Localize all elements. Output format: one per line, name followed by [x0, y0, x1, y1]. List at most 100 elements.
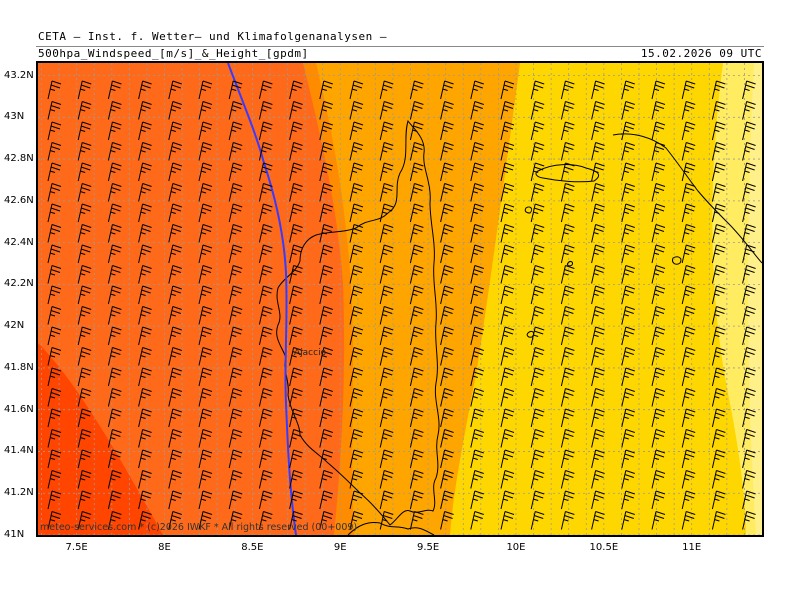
wind-barb [591, 162, 605, 182]
wind-barbs-layer [47, 80, 756, 530]
wind-barb [409, 224, 424, 243]
wind-barb [258, 80, 273, 100]
elba-island [535, 164, 600, 183]
wind-barb [621, 101, 635, 120]
wind-barb [591, 101, 605, 120]
wind-barb [500, 101, 515, 120]
wind-barb [379, 367, 394, 387]
wind-barb [319, 285, 333, 305]
wind-barb [107, 162, 122, 182]
wind-barb [47, 490, 62, 510]
wind-barb [107, 429, 122, 448]
wind-barb [560, 388, 575, 407]
latitude-tick-label: 42.4N [4, 236, 34, 248]
wind-barb [500, 80, 515, 100]
wind-barb [621, 244, 635, 264]
wind-barb [500, 265, 515, 284]
wind-barb [379, 408, 394, 428]
wind-barb [138, 388, 152, 407]
wind-barb [319, 470, 333, 489]
wind-barb [319, 142, 333, 161]
wind-barb [258, 408, 273, 428]
wind-barb [319, 429, 333, 448]
wind-barb [742, 347, 756, 366]
small-island-1 [524, 206, 533, 214]
wind-barb [107, 490, 122, 510]
wind-barb [621, 306, 635, 325]
wind-barb [651, 470, 666, 489]
wind-barb [409, 388, 424, 407]
wind-barb [530, 326, 545, 346]
wind-barb [591, 429, 605, 448]
wind-barb [168, 347, 182, 366]
wind-barb [379, 326, 394, 346]
wind-barb [530, 101, 545, 120]
wind-barb [379, 162, 394, 182]
wind-barb [560, 183, 575, 202]
wind-barb [258, 244, 273, 264]
wind-barb [470, 183, 484, 202]
wind-barb [409, 470, 424, 489]
wind-barb [560, 101, 575, 120]
wind-barb [470, 285, 484, 305]
map-frame[interactable]: Ajaccio meteo-services.com * (c)2026 IWK… [36, 61, 764, 537]
wind-barb [621, 121, 635, 141]
wind-barb [440, 80, 454, 100]
wind-barb [168, 142, 182, 161]
chart-title: CETA – Inst. f. Wetter– und Klimafolgena… [38, 30, 388, 43]
wind-barb [107, 80, 122, 100]
wind-barb [168, 183, 182, 202]
wind-barb [500, 162, 515, 182]
wind-barb [651, 388, 666, 407]
wind-barb [289, 203, 303, 223]
wind-barb [651, 80, 666, 100]
wind-barb [742, 121, 756, 141]
wind-barb [681, 285, 696, 305]
wind-barb [168, 80, 182, 100]
wind-barb [349, 80, 364, 100]
wind-barb [742, 244, 756, 264]
wind-barb [621, 142, 635, 161]
wind-barb [500, 367, 515, 387]
wind-barb [228, 142, 243, 161]
wind-barb [530, 388, 545, 407]
wind-barb [470, 408, 484, 428]
wind-barb [440, 101, 454, 120]
wind-barb [47, 80, 62, 100]
wind-barb [228, 121, 243, 141]
wind-barb [621, 203, 635, 223]
wind-barb [77, 285, 92, 305]
wind-barb [621, 347, 635, 366]
wind-barb [591, 203, 605, 223]
wind-barb [258, 285, 273, 305]
wind-barb [319, 203, 333, 223]
wind-barb [560, 162, 575, 182]
small-island-2 [566, 261, 573, 267]
wind-barb [228, 203, 243, 223]
wind-barb [591, 388, 605, 407]
wind-barb [349, 306, 364, 325]
wind-barb [470, 101, 484, 120]
wind-barb [742, 511, 756, 530]
wind-barb [198, 285, 213, 305]
wind-barb [77, 326, 92, 346]
wind-barb [349, 203, 364, 223]
wind-barb [651, 142, 666, 161]
wind-barb [409, 511, 424, 530]
latitude-tick-label: 43.2N [4, 69, 34, 81]
wind-barb [409, 121, 424, 141]
wind-barb [591, 306, 605, 325]
wind-barb [379, 511, 394, 530]
wind-barb [711, 347, 726, 366]
weather-map[interactable] [38, 63, 762, 535]
fill-band-darkorange [38, 63, 345, 535]
wind-barb [77, 408, 92, 428]
wind-barb [168, 162, 182, 182]
wind-barb [107, 244, 122, 264]
wind-barb [530, 408, 545, 428]
wind-barb [47, 203, 62, 223]
wind-barb [228, 183, 243, 202]
wind-barb [107, 142, 122, 161]
wind-barb [470, 244, 484, 264]
wind-barb [168, 224, 182, 243]
